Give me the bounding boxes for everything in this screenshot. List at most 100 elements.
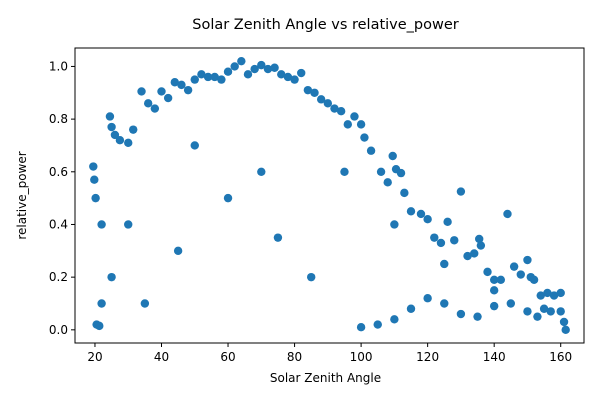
- scatter-point: [456, 187, 466, 196]
- scatter-point: [323, 99, 333, 108]
- scatter-point: [350, 112, 359, 121]
- scatter-point: [283, 72, 293, 82]
- scatter-point: [330, 104, 339, 113]
- scatter-point: [190, 141, 199, 150]
- x-tick-label: 20: [87, 350, 102, 364]
- y-tick-label: 0.4: [49, 217, 68, 231]
- scatter-point: [307, 272, 316, 282]
- x-tick-label: 60: [220, 350, 235, 364]
- scatter-point: [536, 291, 545, 300]
- plot-frame: [74, 47, 585, 344]
- scatter-point: [383, 178, 392, 187]
- scatter-point: [539, 304, 549, 313]
- scatter-point: [143, 99, 153, 108]
- scatter-point: [105, 112, 115, 121]
- scatter-point: [340, 167, 349, 176]
- y-tick-label: 0.2: [49, 270, 68, 284]
- scatter-point: [290, 75, 299, 84]
- scatter-point: [556, 288, 565, 298]
- y-axis-label: relative_power: [15, 151, 29, 239]
- scatter-point: [124, 138, 133, 148]
- scatter-point: [559, 317, 569, 327]
- scatter-point: [543, 288, 552, 298]
- scatter-point: [177, 80, 186, 90]
- scatter-point: [150, 104, 160, 113]
- scatter-point: [257, 167, 266, 176]
- scatter-point: [223, 193, 233, 203]
- scatter-point: [388, 151, 397, 161]
- scatter-point: [157, 87, 166, 96]
- scatter-point: [230, 62, 239, 71]
- scatter-point: [257, 60, 266, 70]
- scatter-point: [523, 255, 532, 265]
- scatter-point: [263, 64, 273, 74]
- x-tick-label: 40: [154, 350, 169, 364]
- scatter-point: [463, 251, 472, 261]
- scatter-point: [533, 312, 542, 321]
- scatter-point: [107, 272, 116, 282]
- scatter-point: [310, 88, 319, 97]
- scatter-point: [110, 130, 120, 140]
- chart-title: Solar Zenith Angle vs relative_power: [192, 17, 459, 33]
- scatter-point: [107, 122, 116, 132]
- scatter-point: [360, 133, 369, 142]
- y-tick-label: 0.0: [49, 323, 68, 337]
- scatter-point: [400, 188, 409, 198]
- y-tick-label: 0.6: [49, 165, 68, 179]
- x-tick-label: 160: [549, 350, 572, 364]
- scatter-point: [316, 95, 326, 104]
- scatter-point: [140, 299, 150, 308]
- scatter-point: [430, 233, 439, 242]
- scatter-point: [163, 93, 173, 103]
- scatter-point: [270, 63, 279, 72]
- scatter-point: [237, 56, 246, 66]
- scatter-point: [170, 78, 180, 87]
- scatter-point: [303, 85, 313, 95]
- scatter-point: [137, 87, 146, 96]
- y-axis-ticks: 0.0 0.2 0.4 0.6 0.8 1.0: [49, 59, 75, 337]
- scatter-point: [90, 175, 99, 184]
- scatter-point: [489, 275, 499, 284]
- scatter-point: [390, 220, 399, 229]
- scatter-point: [489, 301, 499, 311]
- scatter-point: [390, 315, 399, 324]
- scatter-point: [366, 146, 376, 155]
- scatter-point: [516, 270, 525, 279]
- scatter-point: [336, 107, 346, 116]
- scatter-point: [124, 220, 133, 229]
- scatter-point: [197, 70, 206, 79]
- scatter-point: [489, 286, 499, 295]
- scatter-point: [356, 322, 366, 332]
- scatter-point: [173, 246, 183, 256]
- scatter-point: [436, 238, 446, 248]
- scatter-point: [91, 193, 100, 203]
- scatter-point: [470, 249, 479, 258]
- scatter-point: [97, 299, 106, 308]
- scatter-point: [473, 312, 482, 321]
- scatter-point: [443, 217, 452, 227]
- scatter-point: [529, 275, 539, 284]
- scatter-point: [129, 125, 138, 134]
- scatter-point: [440, 299, 449, 308]
- scatter-point: [115, 135, 125, 145]
- scatter-point: [523, 307, 532, 316]
- scatter-point: [475, 234, 484, 244]
- scatter-point: [89, 162, 98, 171]
- x-tick-label: 100: [350, 350, 373, 364]
- scatter-point: [376, 167, 386, 176]
- scatter-point: [273, 233, 283, 242]
- scatter-point: [406, 304, 416, 313]
- scatter-point: [561, 325, 570, 335]
- scatter-point: [277, 70, 286, 79]
- scatter-point: [423, 294, 432, 303]
- x-axis-label: Solar Zenith Angle: [270, 371, 381, 385]
- scatter-point: [456, 309, 466, 319]
- scatter-point: [356, 120, 366, 129]
- points-layer: [89, 56, 570, 335]
- scatter-point: [506, 299, 516, 308]
- scatter-point: [95, 321, 104, 331]
- scatter-point: [503, 209, 512, 219]
- scatter-point: [476, 241, 486, 250]
- scatter-point: [223, 67, 233, 76]
- scatter-point: [440, 259, 449, 269]
